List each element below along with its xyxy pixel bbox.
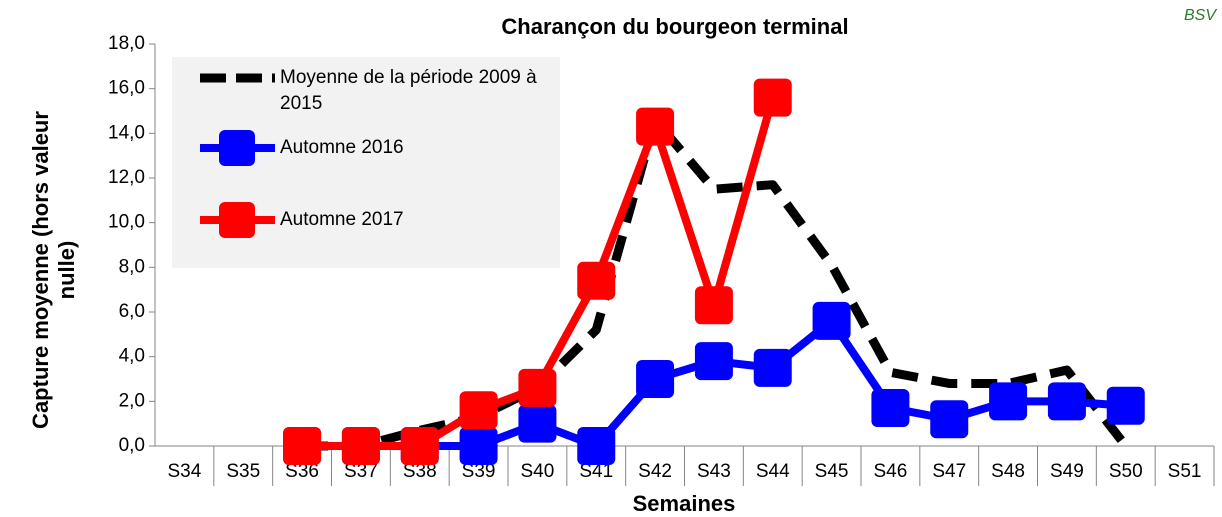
y-tick-label: 2,0: [119, 390, 145, 411]
x-tick-label: S46: [874, 461, 908, 482]
y-tick-label: 14,0: [108, 122, 145, 143]
legend-marker: [219, 202, 255, 238]
marker: [1106, 386, 1145, 425]
x-tick-label: S34: [168, 461, 202, 482]
marker: [812, 301, 851, 340]
x-tick-label: S39: [462, 461, 496, 482]
x-tick-label: S41: [579, 461, 613, 482]
marker: [753, 78, 792, 117]
y-axis-title: Capture moyenne (hors valeur: [28, 111, 53, 429]
legend-label: Automne 2016: [280, 137, 404, 158]
x-tick-label: S35: [226, 461, 260, 482]
x-tick-label: S43: [697, 461, 731, 482]
x-tick-label: S44: [756, 461, 790, 482]
marker: [400, 427, 439, 465]
y-tick-label: 12,0: [108, 167, 145, 188]
series-line: [302, 115, 1130, 451]
legend-marker: [219, 130, 255, 166]
marker: [459, 427, 498, 465]
x-tick-label: S50: [1109, 461, 1143, 482]
chart-title: Charançon du bourgeon terminal: [501, 14, 848, 39]
marker: [1047, 382, 1086, 421]
y-tick-label: 0,0: [119, 435, 145, 456]
legend-label: Automne 2017: [280, 209, 404, 230]
y-tick-label: 18,0: [108, 33, 145, 54]
marker: [636, 107, 675, 146]
legend-label: Moyenne de la période 2009 à 2015: [280, 67, 537, 114]
x-tick-label: S36: [285, 461, 319, 482]
x-tick-label: S37: [344, 461, 378, 482]
marker: [636, 360, 675, 398]
y-tick-label: 10,0: [108, 212, 145, 233]
x-tick-label: S45: [815, 461, 849, 482]
y-tick-label: 8,0: [119, 256, 145, 277]
logo: BSV: [1184, 7, 1217, 24]
y-axis-title: nulle): [54, 241, 79, 300]
y-tick-label: 6,0: [119, 301, 145, 322]
marker: [577, 261, 616, 300]
marker: [753, 348, 792, 387]
marker: [694, 286, 733, 325]
marker: [341, 427, 380, 465]
marker: [518, 368, 557, 407]
marker: [930, 400, 969, 439]
x-tick-label: S38: [403, 461, 437, 482]
y-tick-label: 16,0: [108, 78, 145, 99]
marker: [459, 391, 498, 430]
x-tick-label: S48: [991, 461, 1025, 482]
marker: [283, 427, 322, 465]
marker: [871, 389, 910, 428]
x-tick-label: S47: [932, 461, 966, 482]
x-tick-label: S40: [521, 461, 555, 482]
x-axis-title: Semaines: [633, 491, 736, 516]
x-tick-label: S49: [1050, 461, 1084, 482]
marker: [577, 427, 616, 465]
x-tick-label: S42: [638, 461, 672, 482]
marker: [694, 342, 733, 381]
x-tick-label: S51: [1168, 461, 1202, 482]
y-tick-label: 4,0: [119, 346, 145, 367]
marker: [989, 382, 1028, 421]
marker: [518, 404, 557, 443]
